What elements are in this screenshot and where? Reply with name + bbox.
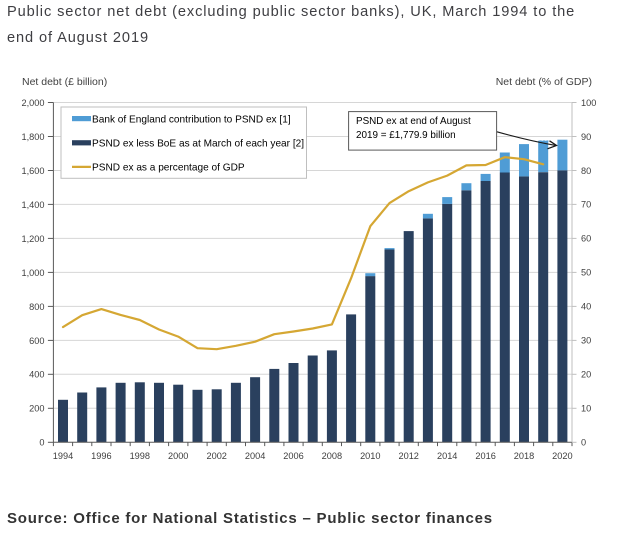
svg-text:PSND ex at end of August: PSND ex at end of August	[356, 116, 471, 127]
svg-text:2004: 2004	[245, 451, 265, 461]
svg-text:Net debt (% of GDP): Net debt (% of GDP)	[496, 76, 592, 88]
svg-text:Net debt (£ billion): Net debt (£ billion)	[22, 76, 107, 88]
svg-text:2002: 2002	[206, 451, 226, 461]
svg-text:2010: 2010	[360, 451, 380, 461]
svg-text:1,400: 1,400	[22, 200, 45, 210]
svg-text:1998: 1998	[130, 451, 150, 461]
svg-text:Bank of England contribution t: Bank of England contribution to PSND ex …	[92, 115, 291, 126]
svg-text:2000: 2000	[168, 451, 188, 461]
svg-text:2014: 2014	[437, 451, 457, 461]
svg-text:2016: 2016	[475, 451, 495, 461]
svg-text:20: 20	[581, 370, 591, 380]
svg-text:400: 400	[29, 370, 44, 380]
svg-text:90: 90	[581, 132, 591, 142]
svg-text:2020: 2020	[552, 451, 572, 461]
svg-text:2,000: 2,000	[22, 98, 45, 108]
svg-text:0: 0	[39, 438, 44, 448]
svg-text:2019 = £1,779.9 billion: 2019 = £1,779.9 billion	[356, 130, 456, 141]
svg-text:200: 200	[29, 404, 44, 414]
svg-text:1,000: 1,000	[22, 268, 45, 278]
svg-text:2018: 2018	[514, 451, 534, 461]
svg-text:0: 0	[581, 438, 586, 448]
svg-text:1,600: 1,600	[22, 166, 45, 176]
svg-text:80: 80	[581, 166, 591, 176]
svg-text:40: 40	[581, 302, 591, 312]
svg-text:800: 800	[29, 302, 44, 312]
svg-text:2008: 2008	[322, 451, 342, 461]
svg-text:1994: 1994	[53, 451, 73, 461]
svg-text:1,200: 1,200	[22, 234, 45, 244]
svg-text:60: 60	[581, 234, 591, 244]
svg-text:PSND ex less BoE as at March o: PSND ex less BoE as at March of each yea…	[92, 139, 304, 150]
svg-text:50: 50	[581, 268, 591, 278]
svg-text:PSND ex as a percentage of GDP: PSND ex as a percentage of GDP	[92, 163, 245, 174]
svg-text:600: 600	[29, 336, 44, 346]
svg-text:70: 70	[581, 200, 591, 210]
svg-text:100: 100	[581, 98, 596, 108]
svg-text:2012: 2012	[398, 451, 418, 461]
svg-text:10: 10	[581, 404, 591, 414]
svg-text:30: 30	[581, 336, 591, 346]
svg-text:1,800: 1,800	[22, 132, 45, 142]
svg-text:2006: 2006	[283, 451, 303, 461]
svg-text:1996: 1996	[91, 451, 111, 461]
